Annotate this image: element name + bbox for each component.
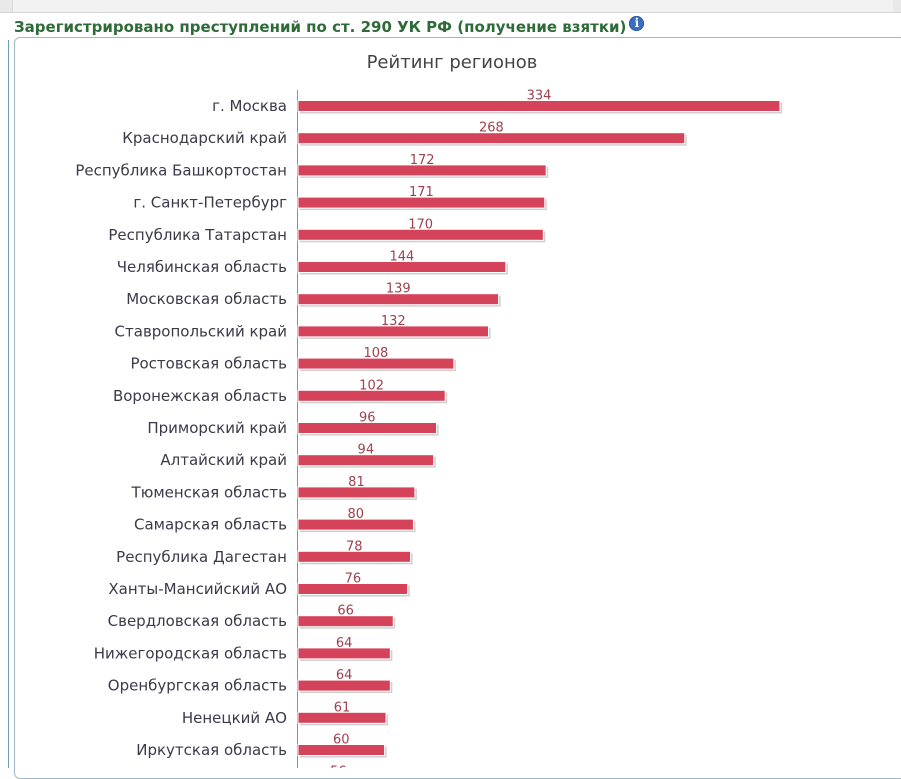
bar[interactable]: [297, 389, 446, 402]
value-label: 334: [527, 89, 552, 104]
category-label: Челябинская область: [117, 258, 287, 276]
top-strip: [0, 0, 901, 13]
value-label: 172: [410, 153, 435, 168]
value-label: 61: [334, 700, 351, 715]
value-label: 132: [381, 314, 406, 329]
section-title: Зарегистрировано преступлений по ст. 290…: [14, 18, 627, 36]
bar[interactable]: [297, 100, 781, 112]
value-label: 76: [345, 572, 362, 587]
labels-layer: г. Москва 334 Краснодарский край 268 Республ…: [75, 89, 551, 769]
value-label: 80: [347, 507, 364, 522]
category-label: Приморский край: [147, 419, 287, 437]
category-label: Ростовская область: [130, 355, 287, 373]
bar[interactable]: [297, 679, 391, 692]
bar[interactable]: [297, 550, 412, 563]
value-label: 81: [348, 475, 365, 490]
info-icon[interactable]: i: [629, 15, 645, 31]
bar[interactable]: [297, 261, 507, 273]
category-label: г. Санкт-Петербург: [133, 194, 287, 212]
section-header: Зарегистрировано преступлений по ст. 290…: [14, 13, 645, 41]
value-label: 78: [346, 539, 363, 554]
value-label: 96: [359, 411, 376, 426]
value-label: 108: [364, 346, 389, 361]
category-label: Ненецкий АО: [182, 709, 287, 727]
category-label: Ханты-Мансийский АО: [108, 580, 287, 598]
left-border-rule: [8, 40, 9, 768]
value-label: 268: [479, 121, 504, 136]
value-label: 102: [359, 378, 384, 393]
category-label: Республика Дагестан: [116, 548, 287, 566]
category-label: Московская область: [126, 290, 287, 308]
value-label: 94: [358, 443, 375, 458]
value-label: 170: [408, 217, 433, 232]
category-label: Ставропольский край: [115, 322, 287, 340]
bar[interactable]: [297, 615, 394, 628]
bar[interactable]: [297, 518, 414, 531]
bar[interactable]: [297, 647, 391, 660]
value-label: 64: [336, 668, 353, 683]
bar[interactable]: [297, 132, 686, 145]
value-label: 139: [386, 282, 411, 297]
value-label: 56: [330, 765, 347, 768]
bar[interactable]: [297, 164, 547, 177]
category-label: Республика Башкортостан: [75, 161, 287, 179]
bar[interactable]: [297, 357, 455, 370]
bar[interactable]: [297, 293, 500, 306]
value-label: 64: [336, 636, 353, 651]
category-label: Краснодарский край: [122, 129, 287, 147]
category-label: Республика Татарстан: [108, 226, 287, 244]
value-label: 60: [333, 733, 350, 748]
bar[interactable]: [297, 583, 409, 595]
category-label: Оренбургская область: [108, 677, 287, 695]
value-label: 171: [409, 185, 434, 200]
bar[interactable]: [297, 744, 386, 756]
bar[interactable]: [297, 228, 544, 241]
category-label: Нижегородская область: [94, 644, 287, 662]
bar[interactable]: [297, 422, 438, 434]
chart-title: Рейтинг регионов: [367, 52, 538, 73]
bar[interactable]: [297, 486, 416, 499]
value-label: 66: [337, 604, 354, 619]
category-label: Самарская область: [134, 516, 287, 534]
category-label: Воронежская область: [113, 387, 287, 405]
bar[interactable]: [297, 196, 546, 209]
top-strip-inner: [12, 0, 893, 12]
category-label: Свердловская область: [108, 612, 287, 630]
category-label: г. Москва: [212, 97, 287, 115]
category-label: Тюменская область: [131, 483, 287, 501]
bar[interactable]: [297, 454, 435, 467]
value-label: 144: [389, 250, 414, 265]
chart-panel: [14, 37, 901, 779]
category-label: Алтайский край: [160, 451, 287, 469]
bar[interactable]: [297, 711, 387, 724]
category-label: Иркутская область: [136, 741, 287, 759]
bars-layer: [297, 100, 782, 758]
bar[interactable]: [297, 325, 489, 338]
